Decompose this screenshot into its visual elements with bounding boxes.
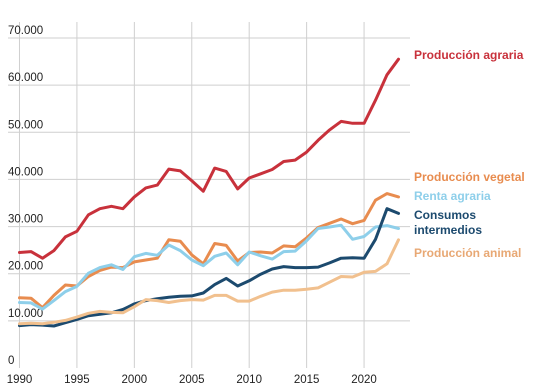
x-tick-label: 2010 — [236, 374, 262, 386]
series-line-producci-n-animal — [18, 238, 400, 326]
label-produccion-vegetal: Producción vegetal — [414, 170, 525, 184]
y-tick-label: 40.000 — [8, 166, 43, 178]
series-line-consumos-intermedios — [18, 207, 400, 328]
x-axis-ticks: 1990 1995 2000 2005 2010 2015 2020 — [7, 374, 377, 386]
label-produccion-agraria: Producción agraria — [414, 48, 524, 62]
y-tick-label: 30.000 — [8, 214, 43, 226]
series-line-producci-n-agraria — [18, 57, 400, 260]
x-tick-label: 2015 — [294, 374, 320, 386]
x-tick-label: 2020 — [351, 374, 377, 386]
y-tick-label: 60.000 — [8, 72, 43, 84]
y-tick-label: 20.000 — [8, 261, 43, 273]
label-consumos-line2: intermedios — [414, 223, 482, 237]
y-tick-label: 50.000 — [8, 119, 43, 131]
y-tick-label: 70.000 — [8, 25, 43, 37]
cropped-subtitle-strip — [0, 0, 555, 6]
x-tick-label: 1995 — [64, 374, 90, 386]
y-tick-label: 0 — [8, 355, 14, 367]
label-consumos-line1: Consumos — [414, 208, 476, 222]
label-produccion-animal: Producción animal — [414, 246, 521, 260]
x-tick-label: 2005 — [179, 374, 205, 386]
x-tick-label: 1990 — [7, 374, 33, 386]
series-line-renta-agraria — [18, 223, 400, 311]
x-tick-label: 2000 — [122, 374, 148, 386]
y-tick-label: 10.000 — [8, 308, 43, 320]
series-lines — [18, 57, 400, 328]
y-axis-ticks: 0 10.000 20.000 30.000 40.000 50.000 60.000 70.… — [8, 25, 43, 367]
label-renta-agraria: Renta agraria — [414, 189, 491, 203]
